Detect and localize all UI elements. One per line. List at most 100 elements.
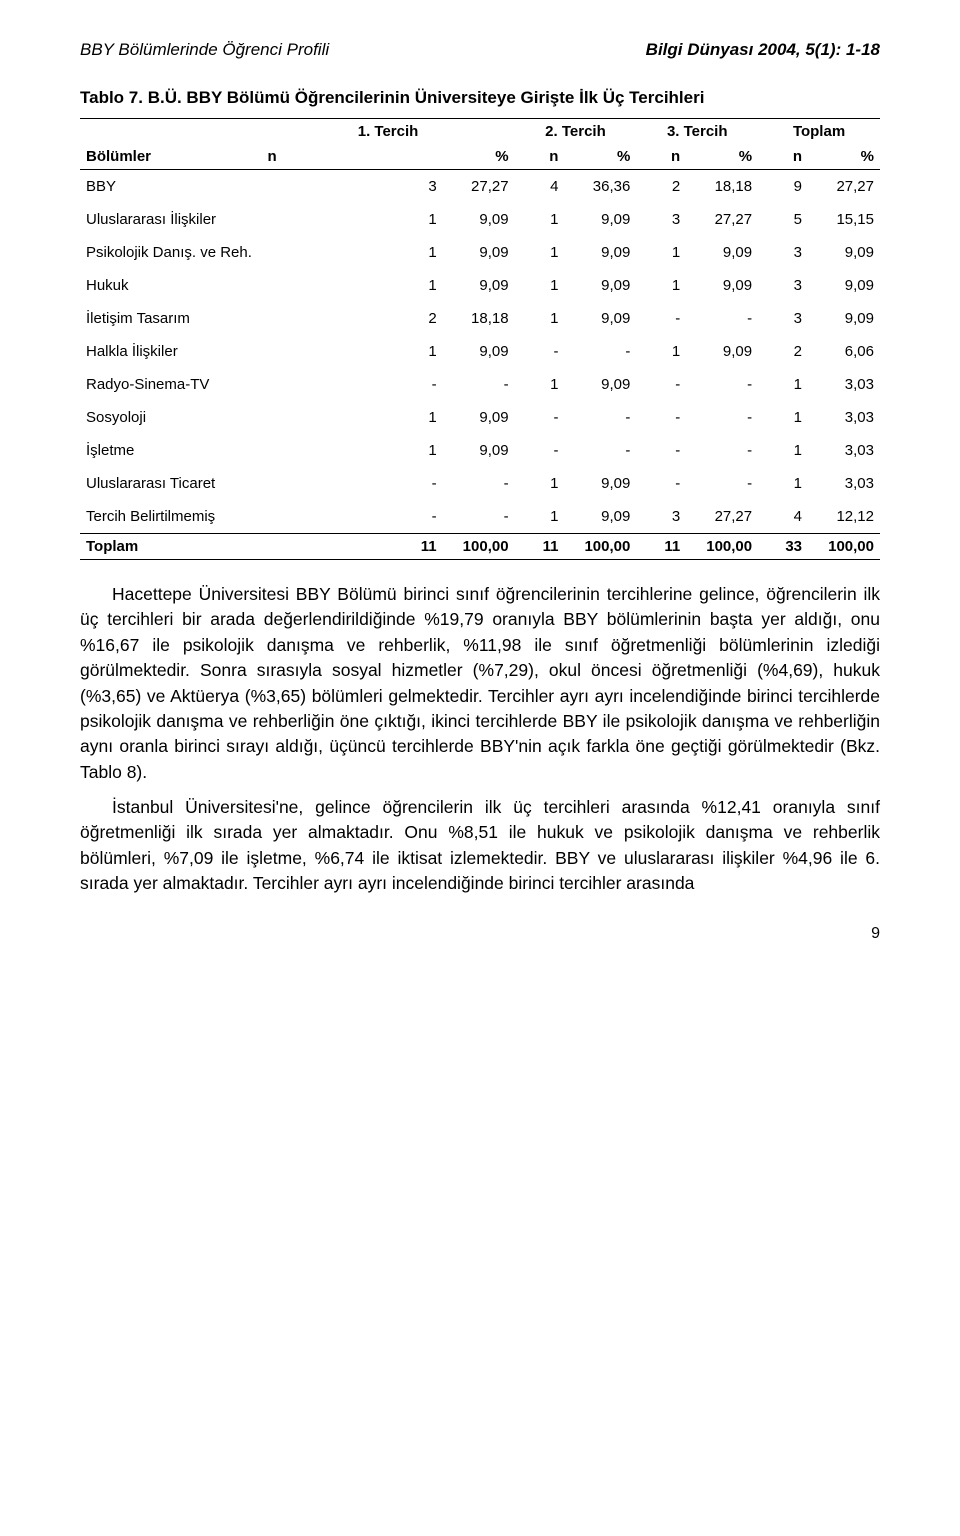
table-row: Halkla İlişkiler19,09--19,0926,06 (80, 335, 880, 368)
paragraph-1: Hacettepe Üniversitesi BBY Bölümü birinc… (80, 582, 880, 785)
sub-n-3: n (636, 144, 686, 170)
cell: - (686, 302, 758, 335)
data-table: Bölümler 1. Tercih 2. Tercih 3. Tercih T… (80, 118, 880, 560)
cell: 1 (262, 269, 443, 302)
header-right: Bilgi Dünyası 2004, 5(1): 1-18 (646, 40, 880, 60)
cell: 3,03 (808, 467, 880, 500)
cell: 9,09 (564, 467, 636, 500)
cell: 9,09 (443, 203, 515, 236)
sub-p-3: % (686, 144, 758, 170)
cell: 3 (262, 170, 443, 204)
cell: 36,36 (564, 170, 636, 204)
table-row: Uluslararası Ticaret--19,09--13,03 (80, 467, 880, 500)
header-left: BBY Bölümlerinde Öğrenci Profili (80, 40, 329, 60)
running-header: BBY Bölümlerinde Öğrenci Profili Bilgi D… (80, 40, 880, 60)
row-label: Tercih Belirtilmemiş (80, 500, 262, 534)
cell: 9,09 (564, 368, 636, 401)
table-row: Uluslararası İlişkiler19,0919,09327,2751… (80, 203, 880, 236)
cell: 9 (758, 170, 808, 204)
cell: 1 (515, 302, 565, 335)
table-row: Tercih Belirtilmemiş--19,09327,27412,12 (80, 500, 880, 534)
total-c2: 11 (515, 534, 565, 560)
cell: 15,15 (808, 203, 880, 236)
cell: 18,18 (686, 170, 758, 204)
cell: 1 (515, 269, 565, 302)
cell: 27,27 (808, 170, 880, 204)
row-label: Hukuk (80, 269, 262, 302)
table-row: İşletme19,09----13,03 (80, 434, 880, 467)
cell: 1 (758, 434, 808, 467)
cell: 9,09 (564, 500, 636, 534)
sub-n-4: n (758, 144, 808, 170)
col-header-left: Bölümler (80, 119, 262, 170)
cell: 9,09 (564, 203, 636, 236)
cell: 3 (758, 269, 808, 302)
page-number: 9 (80, 925, 880, 943)
cell: 3 (758, 302, 808, 335)
col-group-1: 1. Tercih (262, 119, 515, 145)
sub-p-4: % (808, 144, 880, 170)
total-c6: 33 (758, 534, 808, 560)
body-text: Hacettepe Üniversitesi BBY Bölümü birinc… (80, 582, 880, 897)
row-label: Halkla İlişkiler (80, 335, 262, 368)
cell: 1 (262, 434, 443, 467)
cell: - (443, 368, 515, 401)
cell: - (564, 434, 636, 467)
table-header-row-1: Bölümler 1. Tercih 2. Tercih 3. Tercih T… (80, 119, 880, 145)
col-group-4: Toplam (758, 119, 880, 145)
table-row: Hukuk19,0919,0919,0939,09 (80, 269, 880, 302)
cell: - (443, 500, 515, 534)
cell: 1 (515, 368, 565, 401)
total-c3: 100,00 (564, 534, 636, 560)
cell: 9,09 (564, 302, 636, 335)
table-title: Tablo 7. B.Ü. BBY Bölümü Öğrencilerinin … (80, 88, 880, 108)
cell: 3,03 (808, 368, 880, 401)
cell: 9,09 (443, 335, 515, 368)
cell: 1 (515, 236, 565, 269)
cell: 9,09 (808, 302, 880, 335)
cell: 9,09 (443, 401, 515, 434)
total-c5: 100,00 (686, 534, 758, 560)
table-row: Psikolojik Danış. ve Reh.19,0919,0919,09… (80, 236, 880, 269)
cell: - (515, 434, 565, 467)
cell: - (686, 434, 758, 467)
total-c7: 100,00 (808, 534, 880, 560)
cell: 1 (262, 236, 443, 269)
cell: 1 (758, 401, 808, 434)
cell: - (515, 335, 565, 368)
cell: 3 (636, 500, 686, 534)
cell: - (636, 368, 686, 401)
cell: 2 (262, 302, 443, 335)
table-row: Sosyoloji19,09----13,03 (80, 401, 880, 434)
cell: - (262, 368, 443, 401)
cell: 9,09 (564, 236, 636, 269)
table-row: BBY327,27436,36218,18927,27 (80, 170, 880, 204)
cell: 3,03 (808, 401, 880, 434)
cell: 1 (515, 203, 565, 236)
col-group-3: 3. Tercih (636, 119, 758, 145)
cell: 9,09 (808, 236, 880, 269)
cell: - (636, 434, 686, 467)
cell: 1 (636, 335, 686, 368)
total-c0: 11 (262, 534, 443, 560)
cell: 2 (636, 170, 686, 204)
cell: 9,09 (443, 236, 515, 269)
cell: 6,06 (808, 335, 880, 368)
cell: 1 (262, 401, 443, 434)
cell: 27,27 (686, 203, 758, 236)
cell: - (686, 368, 758, 401)
paragraph-2: İstanbul Üniversitesi'ne, gelince öğrenc… (80, 795, 880, 897)
total-label: Toplam (80, 534, 262, 560)
total-c1: 100,00 (443, 534, 515, 560)
cell: 9,09 (564, 269, 636, 302)
row-label: Sosyoloji (80, 401, 262, 434)
cell: 12,12 (808, 500, 880, 534)
cell: 4 (515, 170, 565, 204)
sub-p-1: % (443, 144, 515, 170)
sub-n-2: n (515, 144, 565, 170)
cell: 9,09 (686, 335, 758, 368)
cell: 1 (758, 467, 808, 500)
col-group-2: 2. Tercih (515, 119, 637, 145)
cell: - (636, 302, 686, 335)
cell: 2 (758, 335, 808, 368)
